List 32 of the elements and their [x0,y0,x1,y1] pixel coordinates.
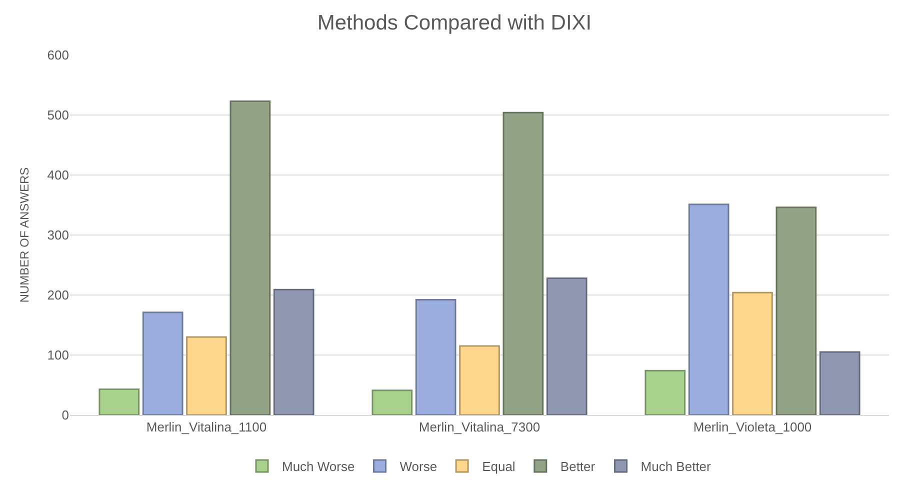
bar [502,112,544,415]
bar [819,351,860,415]
bar [98,388,140,415]
y-axis-title: NUMBER OF ANSWERS [18,167,32,303]
y-tick-label: 0 [62,408,69,423]
chart-title: Methods Compared with DIXI [317,11,592,34]
x-tick-label: Merlin_Vitalina_1100 [146,420,267,435]
bar [688,204,730,415]
x-tick-label: Merlin_Violeta_1000 [693,420,812,435]
y-tick-label: 200 [47,288,69,303]
legend-label: Much Worse [282,459,355,474]
bar [644,370,686,415]
bar [415,299,456,415]
bar [459,345,500,415]
legend-label: Much Better [640,459,712,474]
bar [230,100,271,415]
x-tick-label: Merlin_Vitalina_7300 [418,420,540,435]
legend-label: Worse [400,459,438,474]
y-tick-label: 400 [47,168,69,183]
bar [186,336,227,415]
y-tick-label: 600 [47,48,69,63]
bar [776,206,817,415]
legend-label: Equal [482,459,516,474]
y-tick-label: 500 [47,108,69,123]
bar [142,312,184,415]
y-tick-label: 100 [47,348,69,363]
bar [546,277,588,415]
y-tick-label: 300 [47,228,69,243]
bar [372,390,413,415]
bar [273,288,314,415]
legend-label: Better [560,459,596,474]
bar [732,292,773,415]
